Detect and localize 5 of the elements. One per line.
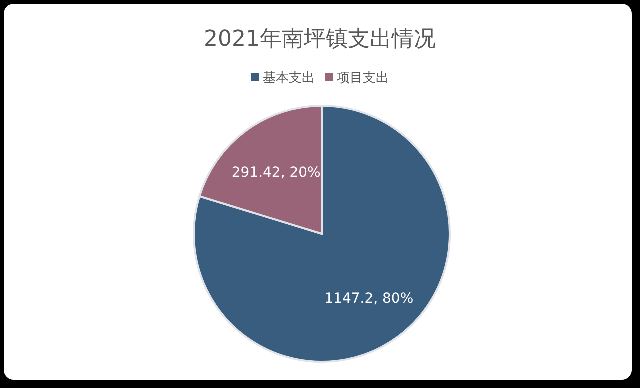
data-label: 1147.2, 80% (324, 290, 414, 307)
data-label: 291.42, 20% (232, 165, 321, 182)
chart-title: 2021年南坪镇支出情况 (204, 27, 436, 52)
legend-label: 项目支出 (337, 71, 389, 86)
legend-label: 基本支出 (263, 71, 315, 86)
